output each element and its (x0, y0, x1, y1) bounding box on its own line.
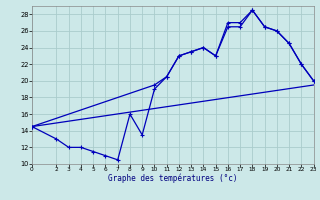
X-axis label: Graphe des températures (°c): Graphe des températures (°c) (108, 174, 237, 183)
